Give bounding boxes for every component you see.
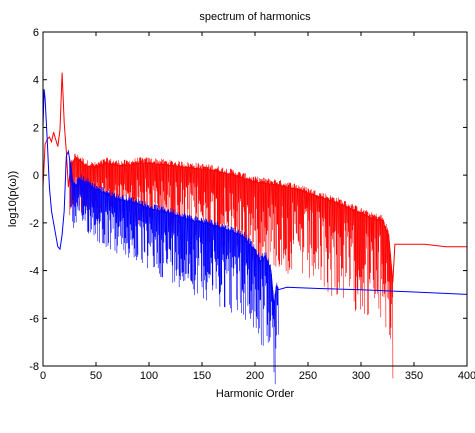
y-tick-label: 2 (33, 122, 39, 134)
y-tick-label: -4 (29, 266, 39, 278)
series-2 (42, 89, 468, 385)
y-tick-label: 4 (33, 75, 39, 87)
y-tick-label: 0 (33, 170, 39, 182)
y-axis-label: log10(p(ω)) (7, 171, 19, 227)
series-2-oscillation (69, 158, 279, 385)
x-tick-label: 400 (458, 370, 475, 382)
x-tick-label: 300 (352, 370, 370, 382)
x-tick-label: 0 (40, 370, 46, 382)
x-tick-label: 350 (405, 370, 423, 382)
y-tick-label: 6 (33, 27, 39, 39)
series-layer (42, 72, 468, 385)
series-1-oscillation (69, 153, 394, 379)
x-tick-label: 150 (193, 370, 211, 382)
x-tick-label: 250 (299, 370, 317, 382)
series-1 (42, 72, 467, 379)
y-tick-label: -2 (29, 218, 39, 230)
x-tick-label: 100 (140, 370, 158, 382)
chart-title: spectrum of harmonics (199, 11, 311, 23)
x-tick-label: 50 (90, 370, 102, 382)
y-tick-label: -8 (29, 361, 39, 373)
y-tick-label: -6 (29, 313, 39, 325)
x-axis-label: Harmonic Order (216, 388, 295, 400)
x-tick-label: 200 (246, 370, 264, 382)
ticks-layer: 0 50 100 150 200 250 300 350 400 -8 -6 -4 -2 0 2 4 6 (29, 27, 475, 382)
